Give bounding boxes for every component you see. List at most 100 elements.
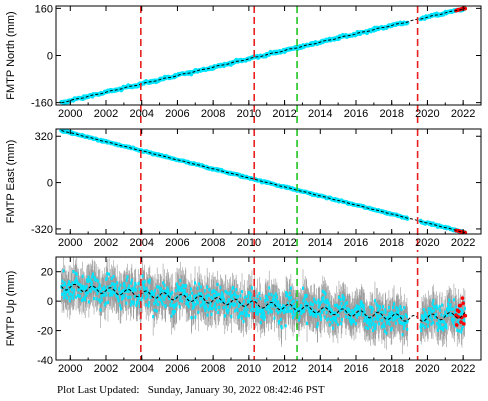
data-point [255, 310, 258, 314]
data-point [222, 305, 225, 310]
y-axis-label: FMTP East (mm) [5, 140, 17, 224]
data-point [92, 285, 95, 289]
data-point [353, 310, 356, 315]
data-point [254, 312, 257, 316]
data-point [216, 293, 219, 297]
data-point [315, 301, 318, 305]
data-point [214, 304, 217, 308]
data-point [236, 299, 239, 303]
data-point [229, 302, 232, 307]
data-point [290, 309, 293, 313]
data-point [443, 324, 446, 329]
data-point [444, 310, 447, 314]
data-point [440, 313, 443, 317]
x-tick-label: 2008 [201, 108, 225, 120]
x-tick-label: 2012 [272, 363, 296, 375]
data-point [205, 295, 208, 299]
data-point [83, 295, 86, 299]
data-point [372, 328, 375, 333]
data-point [360, 304, 363, 308]
data-point [448, 298, 451, 302]
data-point [96, 291, 99, 296]
data-point [184, 283, 187, 288]
data-point [422, 318, 425, 322]
data-point [299, 308, 302, 312]
data-point [312, 314, 315, 318]
data-point [343, 305, 346, 309]
data-point [77, 282, 80, 286]
data-point [447, 305, 450, 309]
data-point [255, 299, 258, 303]
data-point [438, 308, 441, 312]
data-point [111, 282, 114, 286]
data-point [180, 286, 183, 291]
data-point [179, 295, 182, 299]
data-point [149, 295, 152, 299]
data-point [369, 325, 372, 329]
data-point [196, 286, 199, 290]
x-tick-label: 2000 [58, 237, 82, 249]
data-point [80, 286, 83, 290]
data-point [104, 290, 107, 294]
data-point [364, 325, 367, 330]
data-point [191, 306, 194, 310]
data-point [75, 295, 78, 299]
data-point [126, 289, 129, 293]
data-point [140, 293, 143, 298]
data-point [87, 279, 90, 283]
data-point [329, 307, 332, 311]
data-point [331, 320, 334, 325]
data-point [278, 303, 281, 307]
data-point [368, 318, 371, 322]
data-point [450, 307, 453, 311]
data-point [347, 315, 350, 320]
data-point [243, 295, 246, 300]
data-point [400, 307, 403, 312]
data-point [279, 310, 282, 314]
data-point [250, 286, 253, 290]
data-point [240, 316, 243, 320]
data-point [251, 305, 254, 309]
data-point [68, 280, 71, 284]
data-point [327, 317, 330, 321]
data-point [288, 296, 291, 301]
data-point [362, 304, 365, 308]
data-point [110, 276, 113, 281]
data-point [126, 275, 129, 279]
data-point [72, 270, 75, 274]
data-point [430, 317, 433, 321]
data-point [114, 284, 117, 288]
data-point [335, 316, 338, 320]
data-point [188, 298, 191, 302]
data-point [242, 311, 245, 315]
data-point [167, 290, 170, 294]
data-point [190, 316, 193, 320]
data-point [299, 306, 302, 310]
data-point [287, 306, 290, 310]
data-point [318, 301, 321, 305]
data-point [74, 271, 77, 275]
data-point [435, 312, 438, 317]
data-point [370, 319, 373, 323]
data-point [133, 294, 136, 299]
data-point [320, 300, 323, 304]
y-tick-label: 320 [35, 131, 53, 143]
data-point [153, 308, 156, 312]
data-point [378, 314, 381, 318]
data-point [94, 277, 97, 281]
data-point [446, 306, 449, 311]
data-point [163, 283, 166, 287]
data-point [452, 298, 455, 302]
data-point [347, 307, 350, 312]
data-point [303, 309, 306, 313]
x-tick-label: 2018 [379, 108, 403, 120]
data-point [366, 326, 369, 331]
data-point [158, 297, 161, 301]
data-point [423, 325, 426, 329]
data-point [169, 303, 172, 307]
data-point [76, 281, 79, 285]
data-point [235, 296, 238, 300]
data-point [301, 310, 304, 314]
data-point [361, 313, 364, 317]
